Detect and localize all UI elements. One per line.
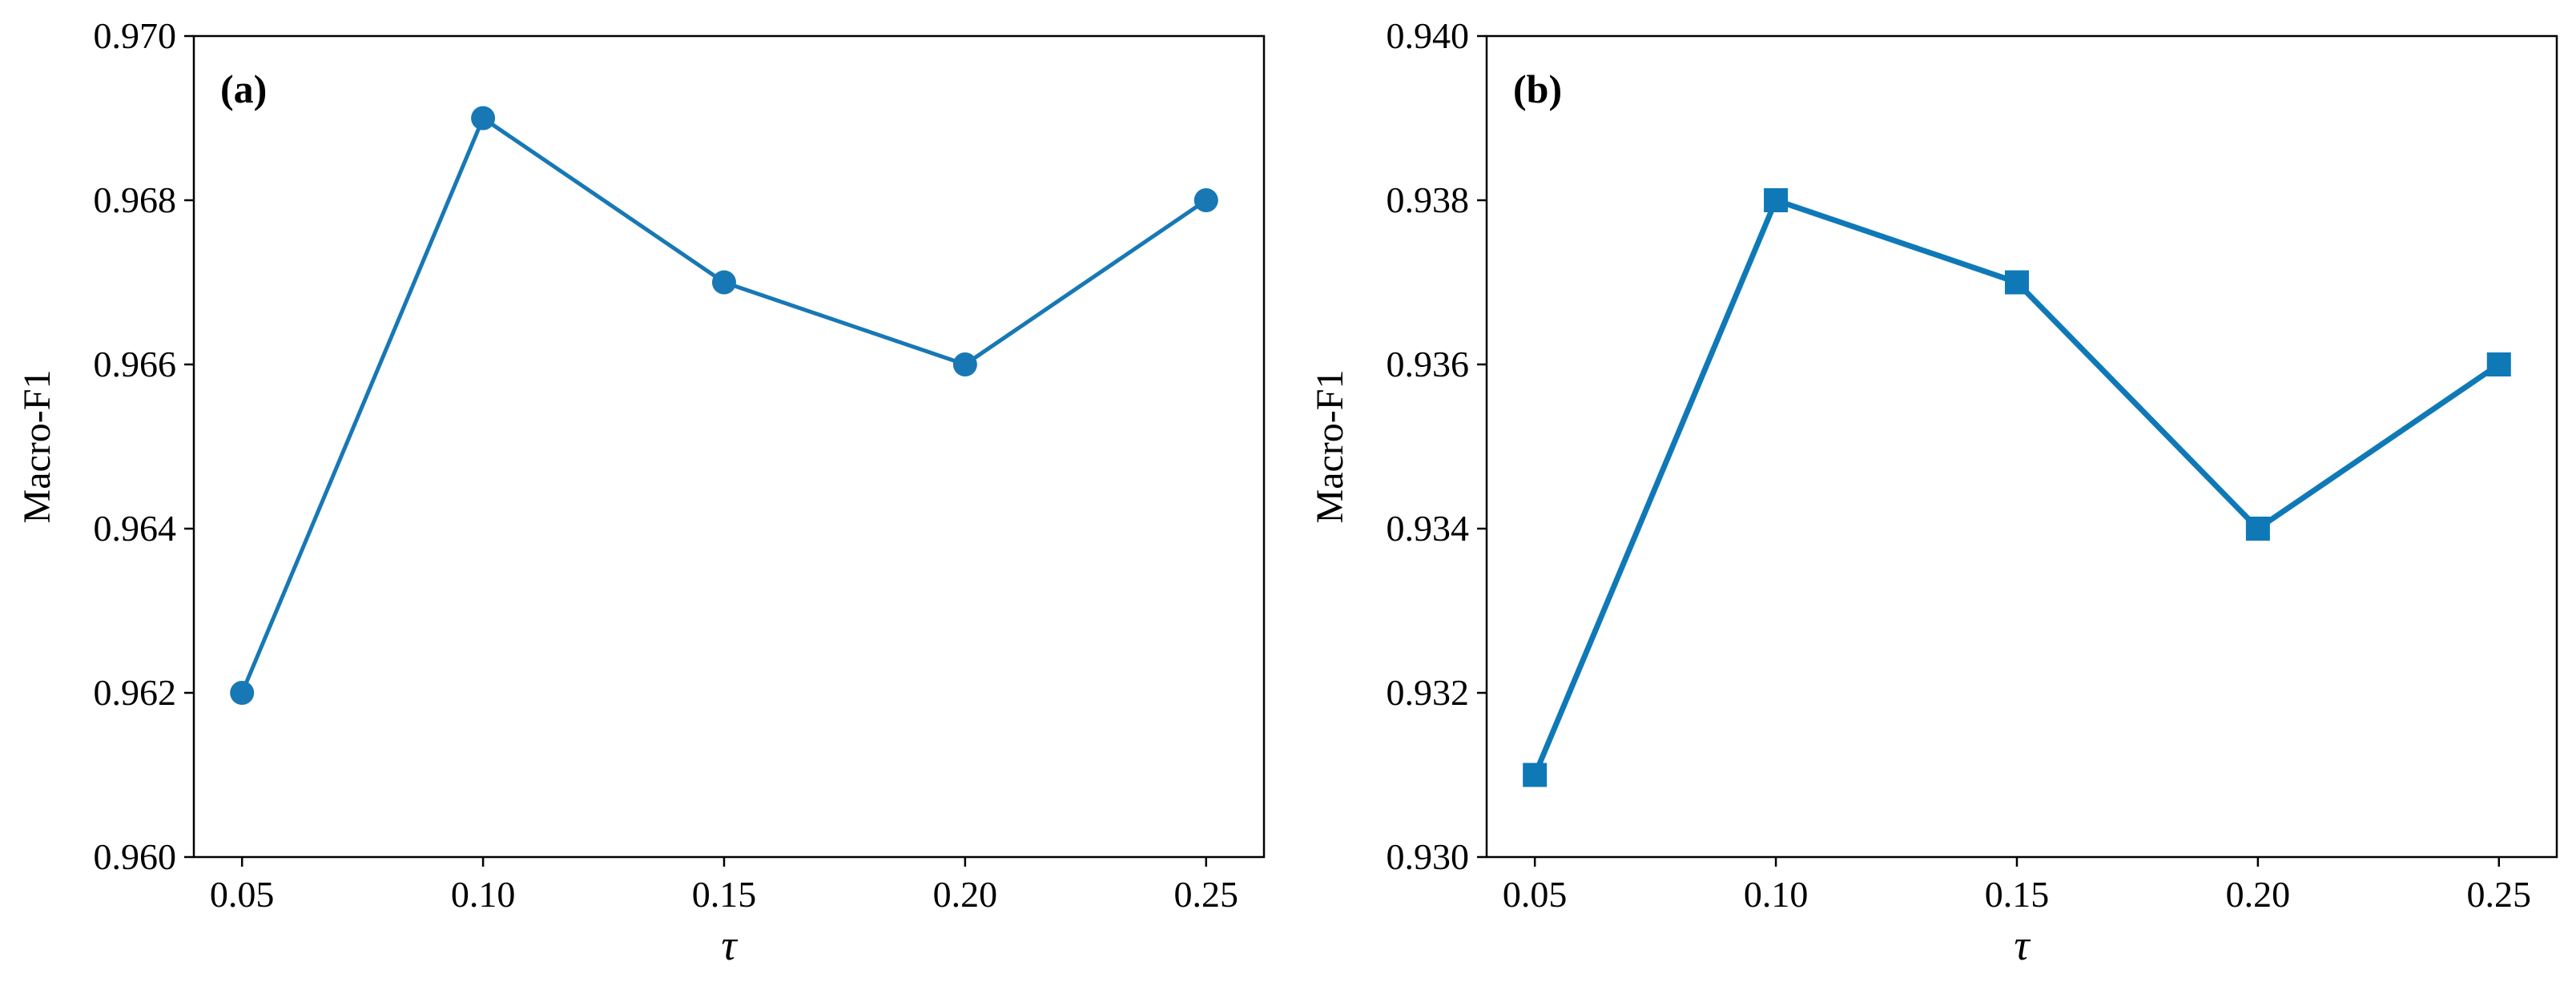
x-axis-ticks: 0.05 0.10 0.15 0.20 0.25	[210, 857, 1238, 915]
y-tick-label: 0.962	[94, 672, 177, 713]
data-point	[1193, 188, 1218, 212]
x-tick-label: 0.05	[1503, 874, 1568, 915]
x-tick-label: 0.20	[2226, 874, 2291, 915]
y-axis-ticks: 0.960 0.962 0.964 0.966 0.968 0.970	[94, 15, 194, 877]
x-axis-label: τ	[2014, 921, 2031, 969]
y-tick-label: 0.970	[94, 15, 177, 56]
panel-label: (a)	[220, 66, 267, 111]
panel-label: (b)	[1513, 66, 1562, 111]
y-tick-label: 0.966	[94, 344, 177, 384]
y-axis-label: Macro-F1	[1309, 370, 1351, 524]
x-tick-label: 0.25	[1174, 874, 1239, 915]
data-point	[952, 352, 977, 376]
plot-area-frame	[1485, 34, 2558, 859]
data-point	[230, 681, 255, 705]
data-point	[1764, 188, 1789, 212]
x-tick-label: 0.10	[1744, 874, 1809, 915]
x-tick-label: 0.15	[1985, 874, 2050, 915]
series-layer	[1523, 188, 2511, 787]
y-tick-label: 0.936	[1387, 344, 1470, 384]
x-tick-label: 0.20	[933, 874, 998, 915]
y-tick-label: 0.964	[94, 508, 177, 549]
y-axis-ticks: 0.930 0.932 0.934 0.936 0.938 0.940	[1387, 15, 1487, 877]
y-tick-label: 0.932	[1387, 672, 1470, 713]
y-tick-label: 0.960	[94, 836, 177, 877]
data-point	[2486, 352, 2511, 376]
plot-area-frame	[192, 34, 1266, 859]
data-point	[1523, 763, 1548, 787]
x-axis-ticks: 0.05 0.10 0.15 0.20 0.25	[1503, 857, 2531, 915]
data-point	[2004, 270, 2029, 295]
data-point	[711, 270, 736, 295]
data-point	[471, 106, 496, 131]
x-tick-label: 0.25	[2467, 874, 2532, 915]
y-tick-label: 0.938	[1387, 179, 1470, 220]
y-axis-label: Macro-F1	[16, 370, 58, 524]
data-point	[2245, 517, 2270, 541]
x-tick-label: 0.15	[692, 874, 757, 915]
y-tick-label: 0.930	[1387, 836, 1470, 877]
y-tick-label: 0.940	[1387, 15, 1470, 56]
y-tick-label: 0.934	[1387, 508, 1470, 549]
y-tick-label: 0.968	[94, 179, 177, 220]
series-layer	[230, 106, 1218, 705]
x-axis-label: τ	[721, 921, 738, 969]
x-tick-label: 0.10	[451, 874, 516, 915]
x-tick-label: 0.05	[210, 874, 275, 915]
